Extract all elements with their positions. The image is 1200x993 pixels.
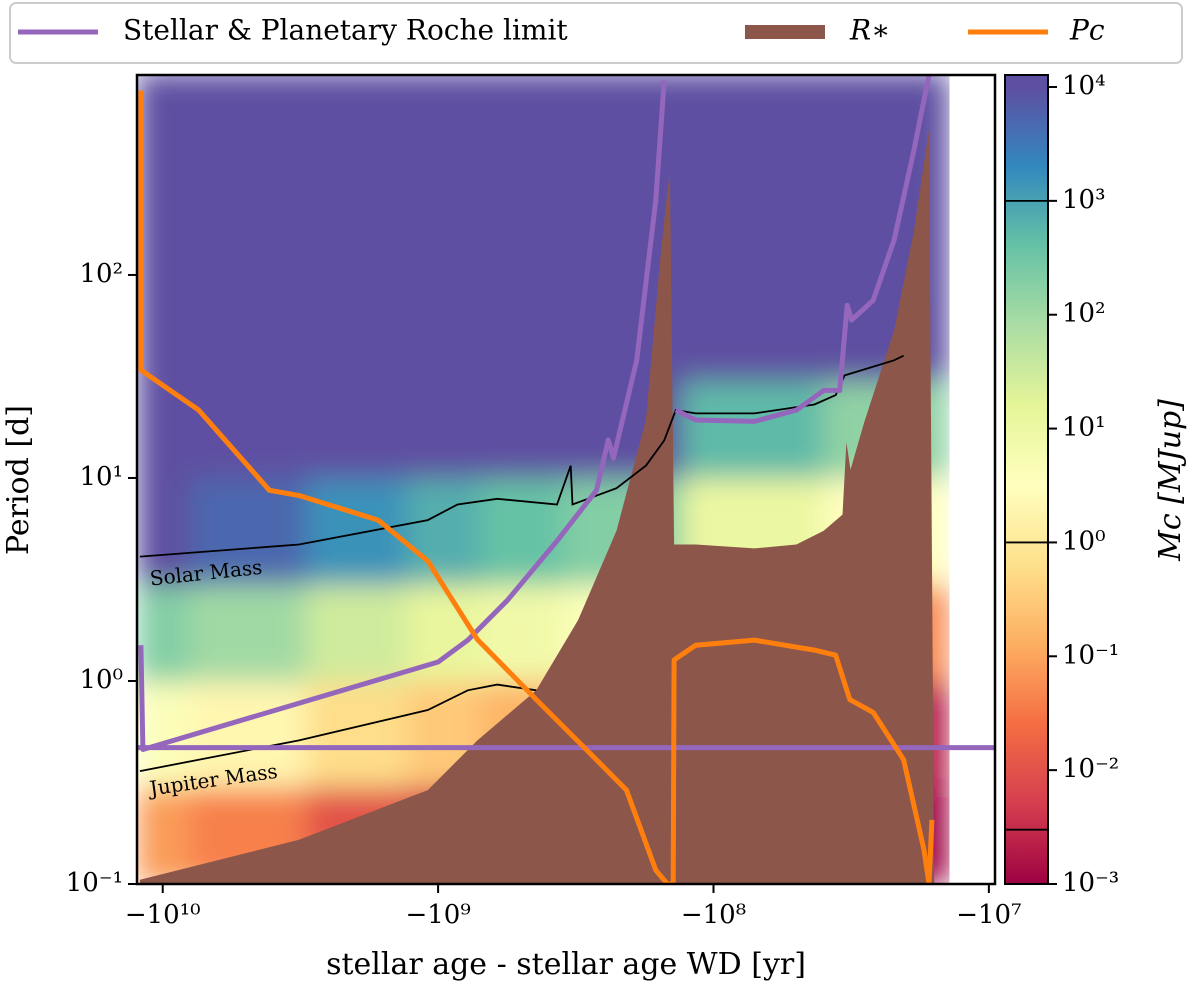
y-tick-label: 10¹ bbox=[79, 462, 123, 492]
heatmap-cell bbox=[406, 381, 482, 479]
legend-box bbox=[9, 2, 1183, 64]
heatmap-cell bbox=[406, 75, 482, 179]
legend-label: Stellar & Planetary Roche limit bbox=[123, 14, 568, 47]
contour-line bbox=[139, 354, 904, 558]
heatmap-cell bbox=[682, 381, 824, 479]
heatmap-cell bbox=[189, 274, 308, 382]
colorbar-label: Mc [MJup] bbox=[1153, 399, 1188, 562]
y-tick-label: 10⁰ bbox=[79, 665, 123, 695]
heatmap-cell bbox=[137, 584, 190, 682]
heatmap-cell bbox=[189, 680, 308, 788]
heatmap-cell bbox=[406, 178, 482, 276]
heatmap-cell bbox=[406, 477, 482, 585]
heatmap-cell bbox=[682, 274, 824, 382]
heatmap-cell bbox=[137, 75, 190, 179]
colorbar-tick-label: 10⁻² bbox=[1062, 754, 1119, 784]
area bbox=[139, 129, 935, 884]
heatmap-cell bbox=[480, 75, 565, 179]
heatmap-cell bbox=[682, 75, 824, 179]
colorbar-tick-label: 10¹ bbox=[1062, 413, 1106, 443]
y-axis-label: Period [d] bbox=[1, 405, 36, 555]
colorbar-bar bbox=[1004, 74, 1049, 885]
colorbar-tick-label: 10³ bbox=[1062, 185, 1106, 215]
heatmap-cell bbox=[137, 178, 190, 276]
line bbox=[138, 90, 935, 884]
heatmap-cell bbox=[189, 584, 308, 682]
heatmap-cell bbox=[189, 381, 308, 479]
colorbar-tick-label: 10⁰ bbox=[1062, 526, 1106, 556]
axes: −10¹⁰ −10⁹ −10⁸ −10⁷ 10⁻¹ 10⁰ 10¹ 10² bbox=[66, 259, 1022, 930]
colorbar: 10⁻³ 10⁻² 10⁻¹ 10⁰ 10¹ 10² 10³ 10⁴ bbox=[1004, 71, 1119, 898]
heatmap-cell bbox=[480, 178, 565, 276]
colorbar-tick-label: 10⁻³ bbox=[1062, 868, 1119, 898]
legend-label: R∗ bbox=[849, 14, 890, 47]
plot-frame bbox=[135, 73, 997, 886]
heatmap-cell bbox=[480, 274, 565, 382]
x-axis-label: stellar age - stellar age WD [yr] bbox=[326, 947, 806, 982]
heatmap-cell bbox=[406, 274, 482, 382]
heatmap-cell bbox=[480, 477, 565, 585]
colorbar-tick-label: 10² bbox=[1062, 299, 1106, 329]
heatmap-cell bbox=[306, 274, 408, 382]
heatmap-cell bbox=[480, 381, 565, 479]
x-tick-label: −10⁷ bbox=[956, 900, 1021, 930]
line bbox=[137, 75, 995, 752]
heatmap-cell bbox=[189, 75, 308, 179]
heatmap-cell bbox=[306, 584, 408, 682]
x-tick-label: −10⁸ bbox=[681, 900, 746, 930]
x-tick-label: −10⁹ bbox=[405, 900, 470, 930]
heatmap-cell bbox=[480, 584, 565, 682]
colorbar-tick-label: 10⁴ bbox=[1062, 71, 1106, 101]
legend: Stellar & Planetary Roche limit R∗ Pc bbox=[9, 2, 1183, 64]
heatmap-cell bbox=[682, 178, 824, 276]
y-tick-label: 10⁻¹ bbox=[66, 868, 123, 898]
heatmap-cell bbox=[137, 477, 190, 585]
heatmap-cell bbox=[189, 178, 308, 276]
heatmap-cell bbox=[823, 75, 950, 179]
heatmap-cell bbox=[137, 787, 190, 884]
y-tick-label: 10² bbox=[79, 259, 123, 289]
x-tick-label: −10¹⁰ bbox=[125, 900, 201, 930]
heatmap-cell bbox=[306, 178, 408, 276]
heatmap-cell bbox=[306, 75, 408, 179]
legend-label: Pc bbox=[1069, 14, 1105, 47]
colorbar-tick-label: 10⁻¹ bbox=[1062, 640, 1119, 670]
heatmap-cell bbox=[137, 274, 190, 382]
heatmap-cell bbox=[306, 381, 408, 479]
